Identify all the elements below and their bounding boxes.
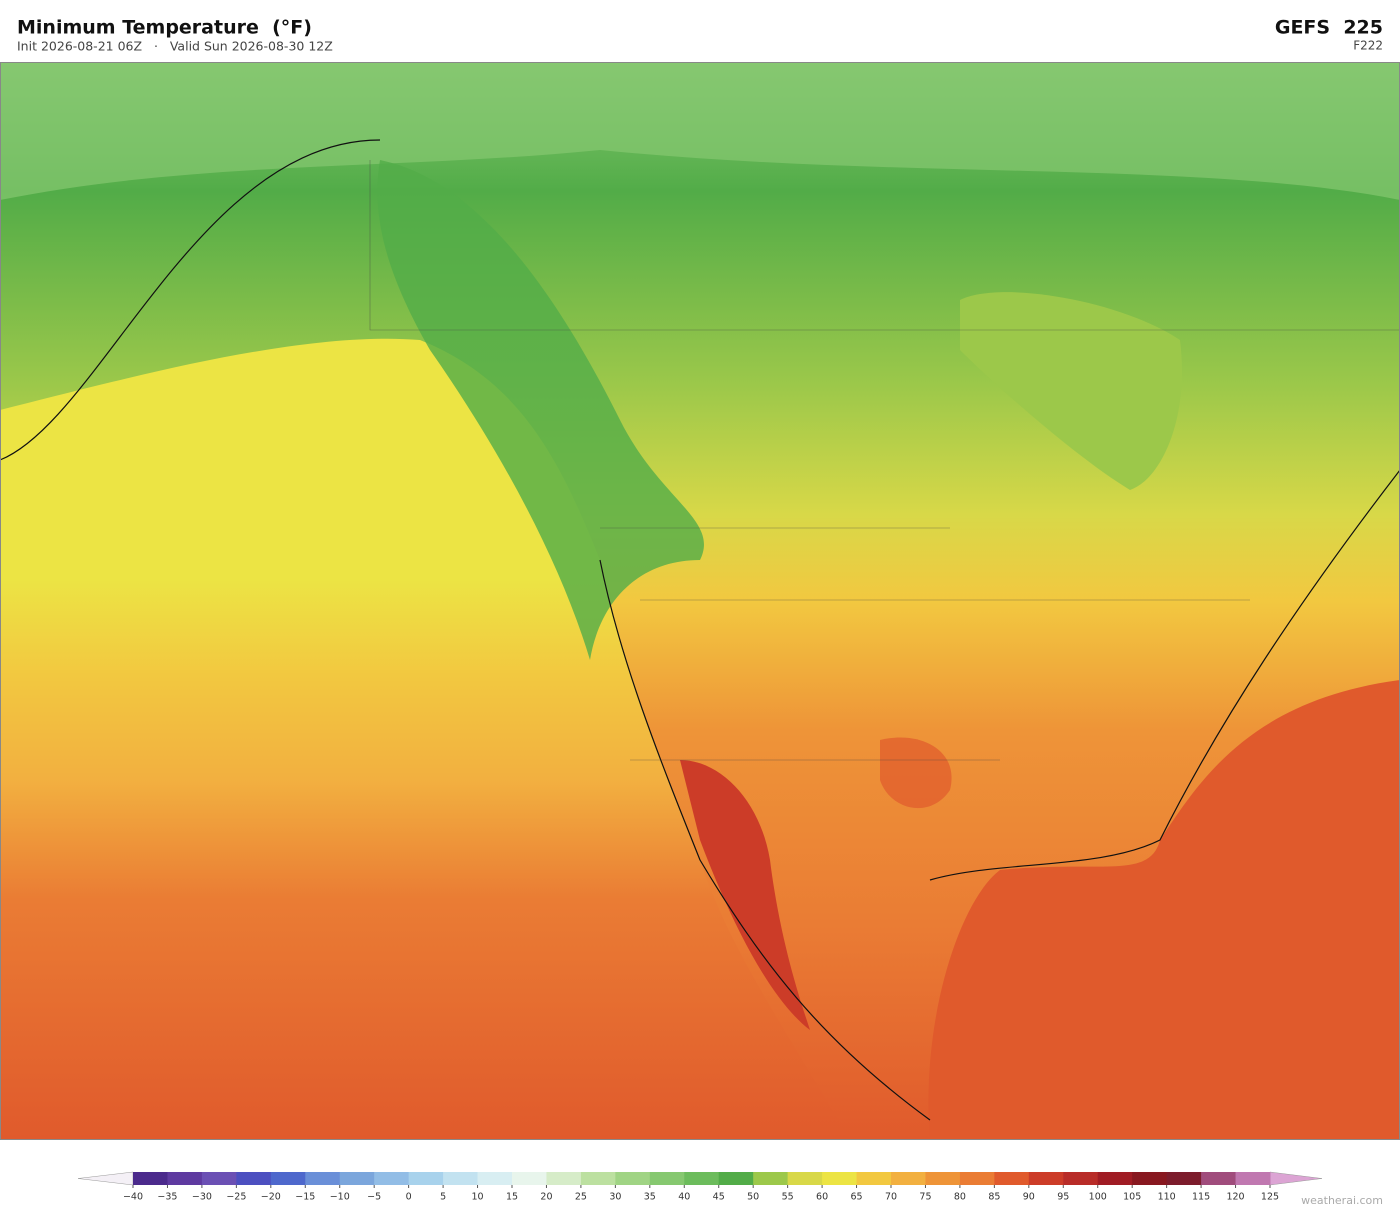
borders (369, 160, 1400, 761)
colorbar-label: −15 (295, 1192, 315, 1203)
colorbar-bin (994, 1172, 1030, 1185)
colorbar-label: 60 (816, 1192, 828, 1203)
colorbar-label: −30 (192, 1192, 212, 1203)
colorbar-label: 105 (1123, 1192, 1141, 1203)
hudson-bay (960, 292, 1182, 490)
colorbar-bin (580, 1172, 616, 1185)
coastline (0, 139, 1400, 1121)
atlantic-gulf (928, 680, 1400, 1140)
title: Minimum Temperature (°F) (17, 17, 312, 39)
colorbar-bin (408, 1172, 444, 1185)
colorbar-label: 5 (440, 1192, 446, 1203)
hot-region (680, 760, 810, 1030)
colorbar-label: 115 (1192, 1192, 1210, 1203)
colorbar-bin (615, 1172, 651, 1185)
colorbar-bin (787, 1172, 823, 1185)
colorbar-label: −25 (226, 1192, 246, 1203)
colorbar-bin (649, 1172, 685, 1185)
colorbar-bin (718, 1172, 754, 1185)
colorbar-label: 30 (609, 1192, 621, 1203)
colorbar-label: 25 (575, 1192, 587, 1203)
colorbar-label: 120 (1226, 1192, 1244, 1203)
colorbar-label: 40 (678, 1192, 690, 1203)
colorbar-label: −10 (330, 1192, 350, 1203)
colorbar-label: 65 (850, 1192, 862, 1203)
colorbar-bin (925, 1172, 961, 1185)
colorbar-label: 35 (644, 1192, 656, 1203)
colorbar-bin (339, 1172, 375, 1185)
colorbar-bin (443, 1172, 479, 1185)
model: GEFS 225 (1275, 17, 1383, 39)
western-mountains (377, 160, 704, 660)
watermark: weatherai.com (1301, 1194, 1383, 1207)
arctic (0, 62, 1400, 200)
colorbar-bin (133, 1172, 168, 1185)
colorbar-bin (1235, 1172, 1271, 1185)
colorbar-label: −40 (123, 1192, 143, 1203)
colorbar-bin (1166, 1172, 1202, 1185)
colorbar-label: 20 (540, 1192, 552, 1203)
colorbar-bin (305, 1172, 341, 1185)
colorbar-bin (891, 1172, 926, 1185)
colorbar-under (77, 1171, 134, 1186)
colorbar-label: −20 (261, 1192, 281, 1203)
colorbar-label: 15 (506, 1192, 518, 1203)
colorbar-label: 80 (954, 1192, 966, 1203)
subtitle: Init 2026-08-21 06Z · Valid Sun 2026-08-… (17, 39, 333, 54)
colorbar-bin (822, 1172, 858, 1185)
colorbar-label: 70 (885, 1192, 897, 1203)
map (0, 62, 1400, 1140)
colorbar-label: −5 (367, 1192, 381, 1203)
colorbar-bin (1028, 1172, 1064, 1185)
hot-region (880, 737, 952, 809)
colorbar-label: 100 (1089, 1192, 1107, 1203)
colorbar-label: 75 (919, 1192, 931, 1203)
forecast-hour: F222 (1353, 39, 1383, 53)
colorbar-bin (167, 1172, 203, 1185)
colorbar-bin (512, 1172, 547, 1185)
colorbar-bin (270, 1172, 306, 1185)
colorbar-label: 10 (471, 1192, 483, 1203)
colorbar-label: 50 (747, 1192, 759, 1203)
colorbar-bin (1097, 1172, 1133, 1185)
colorbar-label: 0 (406, 1192, 412, 1203)
colorbar-over (1269, 1171, 1323, 1186)
colorbar-bin (1132, 1172, 1168, 1185)
colorbar-bin (236, 1172, 272, 1185)
colorbar-bin (959, 1172, 995, 1185)
colorbar-bin (546, 1172, 582, 1185)
colorbar-bin (201, 1172, 237, 1185)
colorbar-label: 110 (1158, 1192, 1176, 1203)
colorbar-bin (1063, 1172, 1099, 1185)
colorbar-bin (856, 1172, 892, 1185)
pacific-ocean (0, 338, 850, 1140)
colorbar-label: 125 (1261, 1192, 1279, 1203)
colorbar-label: 55 (782, 1192, 794, 1203)
colorbar-bin (684, 1172, 720, 1185)
colorbar-label: 90 (1023, 1192, 1035, 1203)
colorbar-bin (374, 1172, 410, 1185)
colorbar-bin (753, 1172, 789, 1185)
colorbar-label: 85 (988, 1192, 1000, 1203)
colorbar: −40 −35 −30 −25 −20 −15 −10 −5 0 5 10 15 20 25 30 35 40 4… (77, 1171, 1323, 1203)
colorbar-label: 95 (1057, 1192, 1069, 1203)
colorbar-label: −35 (157, 1192, 177, 1203)
colorbar-bin (477, 1172, 513, 1185)
colorbar-bin (1201, 1172, 1237, 1185)
colorbar-label: 45 (713, 1192, 725, 1203)
